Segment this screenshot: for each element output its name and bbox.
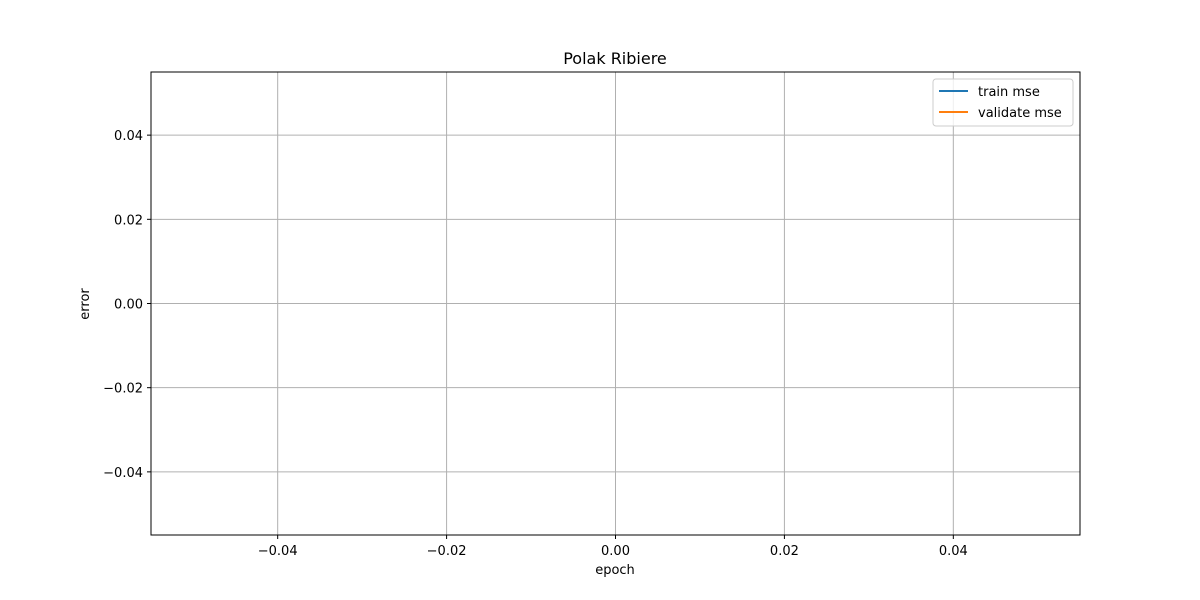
legend: train mse validate mse <box>932 78 1074 127</box>
y-tick-label: 0.02 <box>114 213 143 228</box>
y-tick-label: 0.04 <box>114 129 143 144</box>
x-tick-label: 0.04 <box>939 544 968 559</box>
legend-label-train-mse: train mse <box>978 85 1040 100</box>
x-axis-label: epoch <box>595 563 635 578</box>
x-tick-label: 0.00 <box>601 544 630 559</box>
y-tick-label: −0.02 <box>103 382 143 397</box>
chart-title: Polak Ribiere <box>563 49 667 68</box>
x-tick-label: −0.02 <box>427 544 467 559</box>
y-axis-ticks: −0.04 −0.02 0.00 0.02 0.04 <box>103 129 151 481</box>
x-axis-ticks: −0.04 −0.02 0.00 0.02 0.04 <box>258 535 968 559</box>
y-tick-label: 0.00 <box>114 298 143 313</box>
legend-label-validate-mse: validate mse <box>978 106 1062 121</box>
x-tick-label: −0.04 <box>258 544 298 559</box>
x-tick-label: 0.02 <box>770 544 799 559</box>
y-axis-label: error <box>78 288 93 320</box>
y-grid <box>151 134 1080 473</box>
y-tick-label: −0.04 <box>103 466 143 481</box>
